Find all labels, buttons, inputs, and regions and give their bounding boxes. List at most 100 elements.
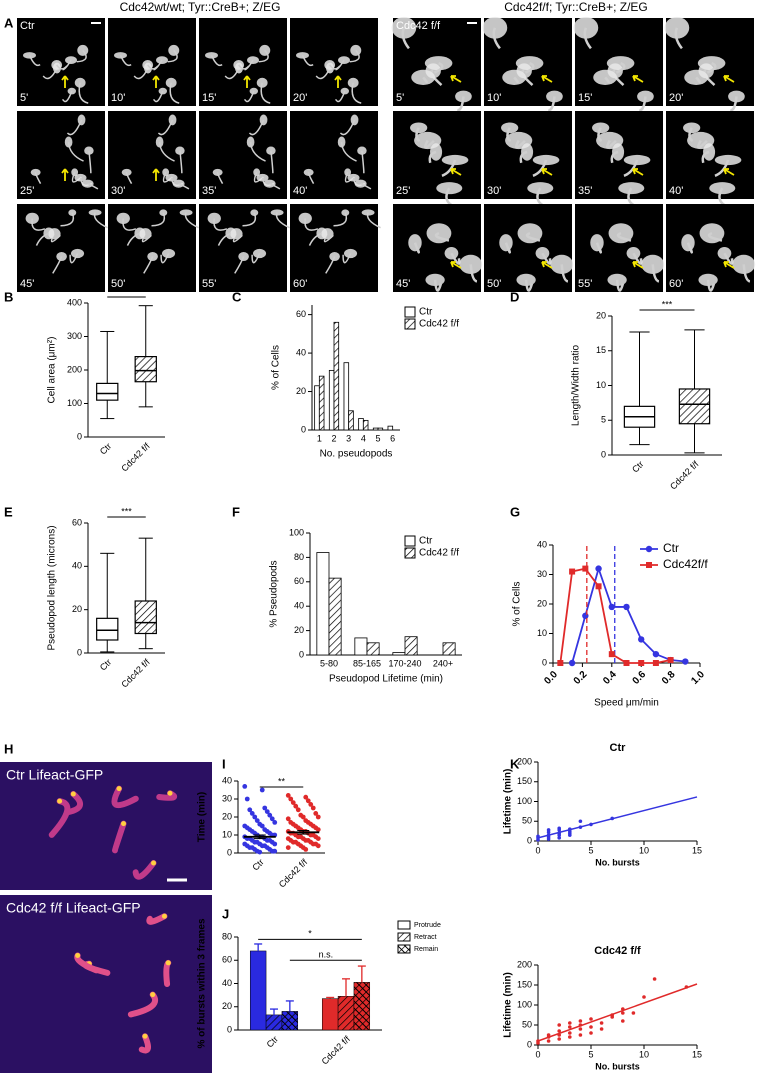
y-tick-label: 60 <box>294 576 304 586</box>
point <box>557 1023 561 1027</box>
cell <box>593 69 618 86</box>
cell <box>168 44 180 56</box>
cell <box>698 273 718 286</box>
dot <box>315 836 321 841</box>
y-tick-label: 80 <box>294 552 304 562</box>
arrow <box>152 75 160 88</box>
y-tick-label: 50 <box>522 1019 532 1029</box>
process <box>519 150 528 164</box>
process <box>492 27 501 50</box>
time-label: 55' <box>578 278 592 290</box>
process <box>707 232 723 242</box>
process <box>597 127 603 143</box>
process <box>723 252 734 265</box>
process <box>441 159 457 177</box>
y-axis-title: Lifetime (min) <box>503 769 514 835</box>
point <box>578 1023 583 1027</box>
legend-swatch <box>397 932 411 942</box>
process <box>269 182 281 190</box>
y-tick-label: 60 <box>72 517 82 527</box>
point <box>568 827 572 831</box>
process <box>258 49 269 63</box>
legend-marker <box>646 562 652 568</box>
y-tick-label: 0 <box>527 835 532 845</box>
cell <box>161 248 176 259</box>
hotspot <box>75 953 81 959</box>
point <box>557 1033 561 1037</box>
process <box>351 82 362 104</box>
y-tick-label: 0 <box>299 649 304 659</box>
process <box>249 142 266 162</box>
bar <box>358 418 364 431</box>
dot <box>290 800 296 805</box>
time-label: 60' <box>669 278 683 290</box>
hotspot <box>167 790 173 796</box>
process <box>514 139 526 149</box>
point <box>642 995 646 999</box>
bar <box>348 410 354 431</box>
y-tick-label: 0 <box>227 847 232 857</box>
cell <box>425 273 445 286</box>
panel-letter: H <box>4 741 13 756</box>
process <box>413 242 421 254</box>
x-axis-title: No. bursts <box>595 857 640 867</box>
dot <box>285 793 291 798</box>
time-label: 5' <box>396 92 404 104</box>
y-tick-label: 150 <box>517 979 532 989</box>
legend-label: Retract <box>414 934 437 941</box>
process <box>248 119 265 136</box>
legend-label: Cdc42 f/f <box>419 548 459 559</box>
process <box>366 212 381 229</box>
process <box>433 62 444 74</box>
y-tick-label: 20 <box>596 310 606 320</box>
time-label: 60' <box>293 278 307 290</box>
y-tick-label: 5 <box>601 415 606 425</box>
point <box>536 1039 540 1043</box>
process <box>525 232 541 242</box>
y-tick-label: 0 <box>301 424 306 434</box>
bar <box>321 998 339 1031</box>
y-axis-title: Cell area (μm²) <box>47 337 58 404</box>
point <box>589 822 593 827</box>
cell <box>138 1033 152 1054</box>
dot <box>254 818 260 823</box>
bar <box>343 362 350 431</box>
cell <box>410 122 428 134</box>
process <box>224 67 240 80</box>
cell <box>259 114 268 126</box>
process <box>184 212 199 229</box>
process <box>651 264 660 283</box>
dot <box>259 823 265 829</box>
time-label: 40' <box>669 185 683 197</box>
significance-label: * <box>308 929 312 939</box>
dot <box>305 798 311 804</box>
significance-label: *** <box>121 286 132 296</box>
process <box>541 252 552 265</box>
y-axis-title: Lifetime (min) <box>503 972 514 1038</box>
bar <box>249 950 267 1031</box>
process <box>605 139 617 149</box>
process <box>315 67 331 80</box>
dot <box>315 827 321 832</box>
process <box>308 232 323 246</box>
y-tick-label: 0 <box>527 1039 532 1049</box>
cell <box>111 785 139 809</box>
process <box>457 96 465 112</box>
x-axis-title: No. bursts <box>595 1061 640 1071</box>
process <box>730 96 738 112</box>
process <box>349 49 360 63</box>
dot <box>267 812 273 818</box>
y-tick-label: 15 <box>596 345 606 355</box>
arrow <box>632 168 644 176</box>
time-label: 25' <box>396 185 410 197</box>
process <box>524 279 534 292</box>
bar <box>316 552 330 656</box>
process <box>583 27 592 50</box>
point <box>557 1029 561 1033</box>
micrograph <box>0 762 212 890</box>
point <box>557 836 561 840</box>
x-tick-label: 10 <box>639 845 649 855</box>
process <box>469 264 478 283</box>
process <box>244 59 254 71</box>
box <box>134 600 157 635</box>
